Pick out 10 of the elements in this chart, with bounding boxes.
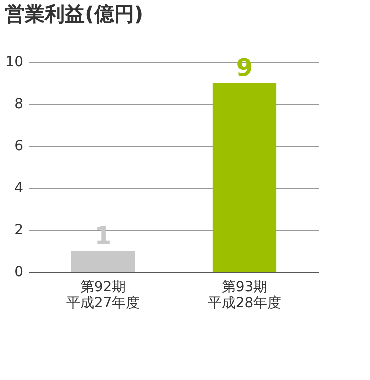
x-tick-label: 第92期平成27年度 — [66, 280, 140, 312]
y-tick-label: 2 — [14, 222, 24, 238]
x-tick-label: 第93期平成28年度 — [208, 280, 282, 312]
y-tick-label: 6 — [14, 138, 24, 154]
y-tick-label: 10 — [6, 54, 24, 70]
data-label: 9 — [236, 54, 254, 82]
y-tick-label: 0 — [14, 264, 24, 280]
chart-title: 営業利益(億円) — [5, 2, 144, 26]
y-tick-label: 8 — [14, 96, 24, 112]
y-tick-label: 4 — [14, 180, 24, 196]
